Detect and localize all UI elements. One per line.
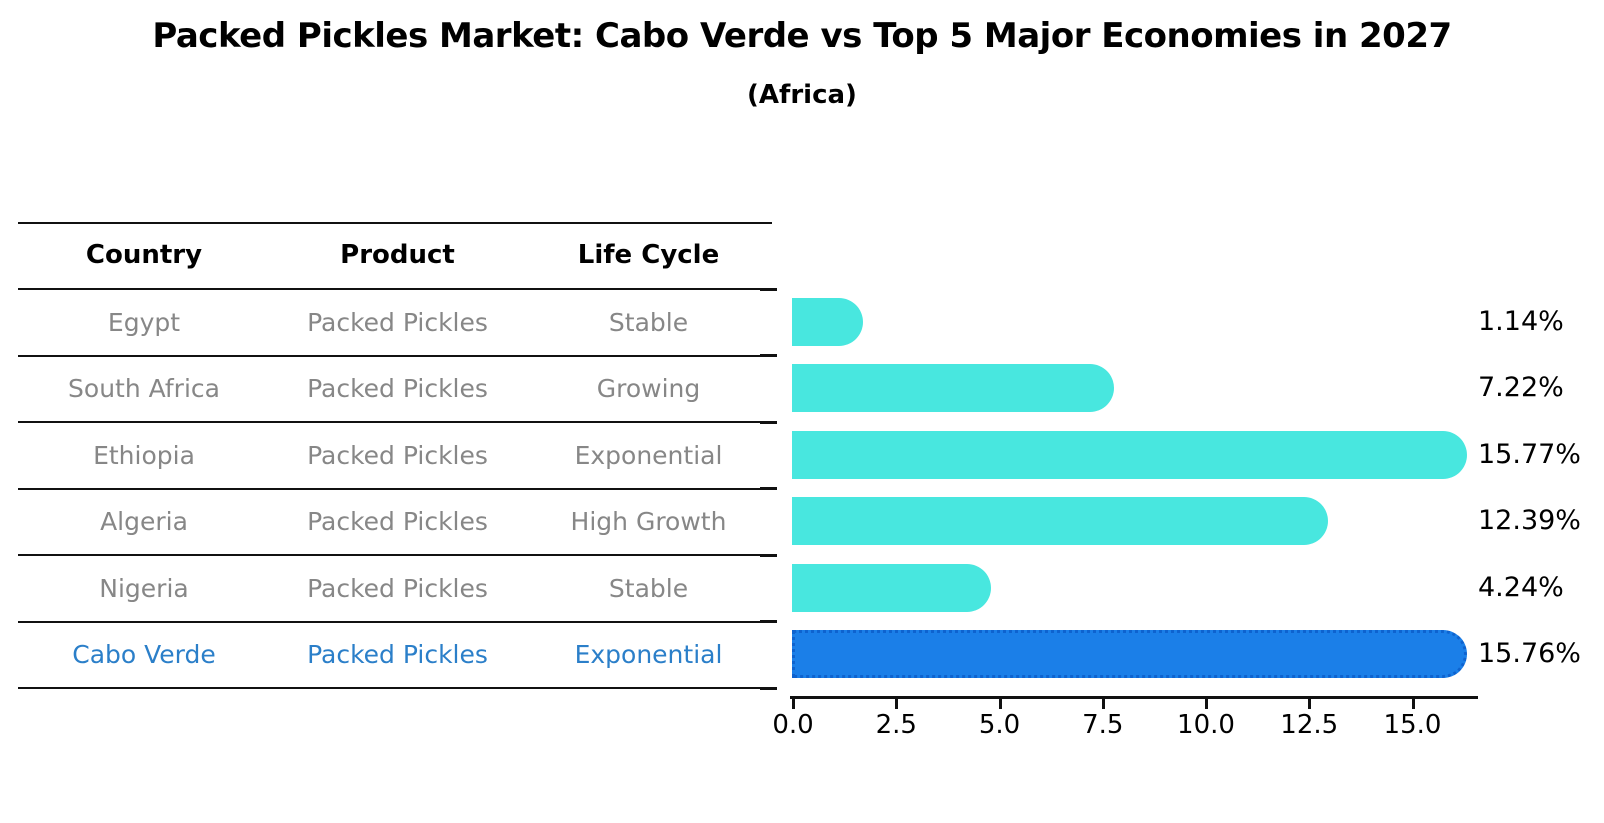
- table-row: Nigeria Packed Pickles Stable: [18, 555, 772, 621]
- value-label: 1.14%: [1478, 306, 1564, 337]
- bar-algeria: [792, 497, 1328, 545]
- chart-title: Packed Pickles Market: Cabo Verde vs Top…: [152, 16, 1452, 56]
- y-axis-tick: [760, 554, 777, 557]
- life-cycle-cell: Stable: [608, 573, 689, 603]
- x-axis-tick-label: 0.0: [772, 710, 814, 740]
- life-cycle-cell: Growing: [596, 373, 701, 403]
- x-axis-tick-label: 5.0: [978, 710, 1021, 740]
- table-row: South Africa Packed Pickles Growing: [18, 355, 772, 421]
- table-rule: [18, 488, 772, 490]
- x-axis-tick-label: 10.0: [1177, 710, 1235, 740]
- x-axis-tick-label: 2.5: [875, 710, 917, 740]
- life-cycle-cell: Exponential: [574, 440, 723, 470]
- life-cycle-cell: High Growth: [570, 506, 727, 536]
- table-rule: [18, 355, 772, 357]
- table-rule: [18, 421, 772, 423]
- table-header-row: Country Product Life Cycle: [18, 222, 772, 288]
- bar-cabo-verde-highlighted: [792, 630, 1467, 678]
- y-axis-tick: [760, 487, 777, 490]
- life-cycle-cell: Exponential: [574, 639, 723, 669]
- table-rule: [18, 621, 772, 623]
- country-cell: Cabo Verde: [72, 639, 216, 669]
- country-cell: Algeria: [100, 506, 188, 536]
- x-axis-tick: [1411, 696, 1415, 709]
- table-rule: [18, 222, 772, 224]
- bar-nigeria: [792, 564, 992, 612]
- x-axis-tick-label: 12.5: [1280, 710, 1339, 740]
- y-axis-tick: [760, 687, 777, 690]
- y-axis-tick: [760, 288, 777, 291]
- value-label: 15.76%: [1478, 638, 1581, 669]
- chart-subtitle: (Africa): [747, 80, 857, 110]
- column-header-country: Country: [85, 240, 203, 270]
- product-cell: Packed Pickles: [307, 307, 488, 337]
- life-cycle-cell: Stable: [608, 307, 689, 337]
- product-cell: Packed Pickles: [307, 639, 488, 669]
- x-axis-tick: [1101, 696, 1105, 709]
- y-axis-tick: [760, 421, 777, 424]
- country-cell: Egypt: [107, 307, 181, 337]
- column-header-product: Product: [340, 240, 455, 270]
- y-axis-tick: [760, 354, 777, 357]
- y-axis-tick: [760, 620, 777, 623]
- x-axis-tick: [895, 696, 899, 709]
- table-row: Algeria Packed Pickles High Growth: [18, 488, 772, 554]
- column-header-life-cycle: Life Cycle: [577, 240, 720, 270]
- table-rule: [18, 288, 772, 290]
- product-cell: Packed Pickles: [307, 506, 488, 536]
- bar-egypt: [792, 298, 864, 346]
- table-row: Egypt Packed Pickles Stable: [18, 289, 772, 355]
- product-cell: Packed Pickles: [307, 573, 488, 603]
- x-axis-tick: [1205, 696, 1208, 709]
- product-cell: Packed Pickles: [307, 440, 488, 470]
- table-rule: [18, 554, 772, 556]
- value-label: 7.22%: [1478, 372, 1564, 403]
- table-row: Ethiopia Packed Pickles Exponential: [18, 422, 772, 488]
- value-label: 12.39%: [1478, 505, 1581, 536]
- x-axis-tick: [998, 696, 1002, 709]
- country-cell: Nigeria: [99, 573, 189, 603]
- x-axis-tick: [792, 696, 795, 709]
- table-row-highlighted: Cabo Verde Packed Pickles Exponential: [18, 621, 772, 687]
- x-axis-line: [790, 696, 1478, 699]
- table-rule: [18, 687, 772, 689]
- product-cell: Packed Pickles: [307, 373, 488, 403]
- x-axis-tick-label: 7.5: [1082, 710, 1124, 740]
- value-label: 4.24%: [1478, 572, 1564, 603]
- bar-ethiopia: [792, 431, 1468, 479]
- x-axis-tick: [1308, 696, 1312, 709]
- value-label: 15.77%: [1478, 439, 1581, 470]
- bar-south-africa: [792, 364, 1115, 412]
- x-axis-tick-label: 15.0: [1383, 710, 1442, 740]
- country-cell: South Africa: [68, 373, 220, 403]
- country-cell: Ethiopia: [93, 440, 195, 470]
